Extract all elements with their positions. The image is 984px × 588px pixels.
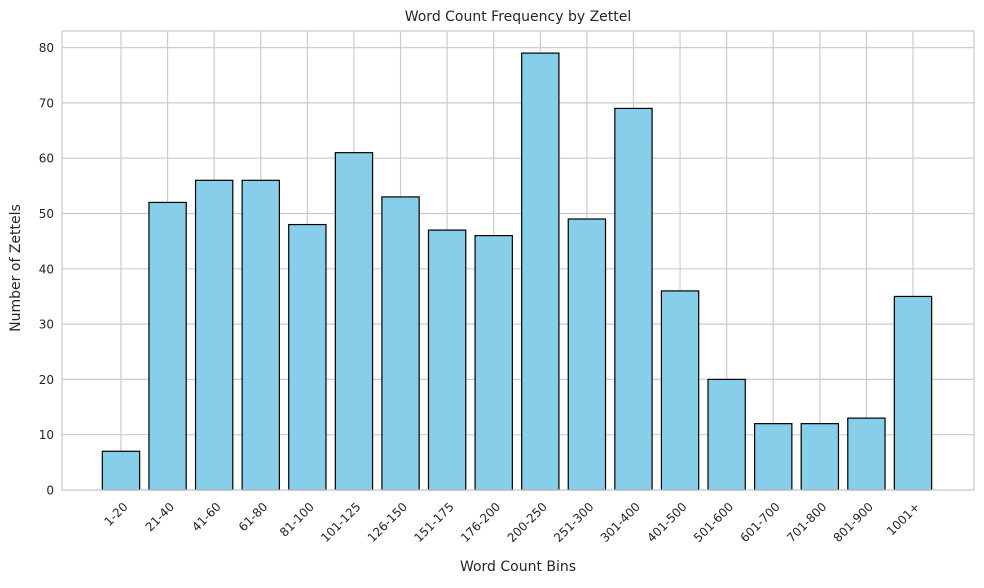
bar-301-400	[614, 107, 653, 491]
y-tick-label: 0	[46, 484, 54, 498]
y-tick-label: 30	[39, 318, 54, 332]
x-tick-labels: 1-20 21-40 41-60 61-80 81-100 101-125 126-150 1…	[101, 500, 922, 545]
x-tick-label: 501-600	[691, 500, 736, 545]
bar-101-125	[334, 152, 374, 491]
x-tick-label: 601-700	[737, 500, 782, 545]
y-axis-label: Number of Zettels	[8, 204, 24, 332]
x-tick-label: 401-500	[644, 500, 689, 545]
x-axis-label: Word Count Bins	[460, 559, 576, 575]
x-tick-label: 101-125	[318, 500, 363, 545]
bar-176-200	[474, 235, 513, 491]
bars	[101, 52, 933, 491]
x-tick-label: 61-80	[236, 500, 271, 535]
x-tick-label: 126-150	[365, 500, 410, 545]
y-tick-label: 60	[39, 152, 54, 166]
y-tick-label: 40	[39, 262, 54, 276]
bar-701-800	[800, 423, 840, 491]
bar-151-175	[427, 229, 467, 491]
bar-200-250	[521, 52, 560, 491]
bar-251-300	[567, 218, 607, 491]
x-tick-label: 801-900	[831, 500, 876, 545]
bar-41-60	[194, 179, 234, 491]
bar-801-900	[847, 417, 886, 491]
x-tick-label: 1001+	[884, 500, 923, 539]
x-tick-label: 251-300	[551, 500, 596, 545]
bar-1001+	[893, 295, 933, 491]
x-tick-label: 200-250	[505, 500, 550, 545]
bar-1-20	[101, 450, 141, 491]
y-tick-label: 20	[39, 373, 54, 387]
y-tick-label: 70	[39, 96, 54, 110]
x-tick-label: 151-175	[411, 500, 456, 545]
chart-title: Word Count Frequency by Zettel	[405, 9, 632, 25]
x-tick-label: 701-800	[784, 500, 829, 545]
x-tick-label: 81-100	[277, 500, 317, 540]
bar-601-700	[753, 423, 793, 491]
x-tick-label: 21-40	[143, 500, 178, 535]
plot-frame	[61, 30, 975, 491]
bar-81-100	[288, 223, 327, 491]
bar-501-600	[707, 378, 746, 491]
bar-21-40	[148, 201, 187, 491]
y-tick-label: 80	[39, 41, 54, 55]
y-tick-label: 50	[39, 207, 54, 221]
y-tick-label: 10	[39, 428, 54, 442]
x-tick-label: 301-400	[598, 500, 643, 545]
y-tick-labels: 0 10 20 30 40 50 60 70 80	[39, 41, 54, 497]
x-tick-label: 1-20	[101, 500, 130, 529]
bar-401-500	[660, 290, 700, 491]
x-tick-label: 176-200	[458, 500, 503, 545]
bar-126-150	[381, 196, 420, 491]
x-tick-label: 41-60	[189, 500, 224, 535]
bar-61-80	[241, 179, 280, 491]
